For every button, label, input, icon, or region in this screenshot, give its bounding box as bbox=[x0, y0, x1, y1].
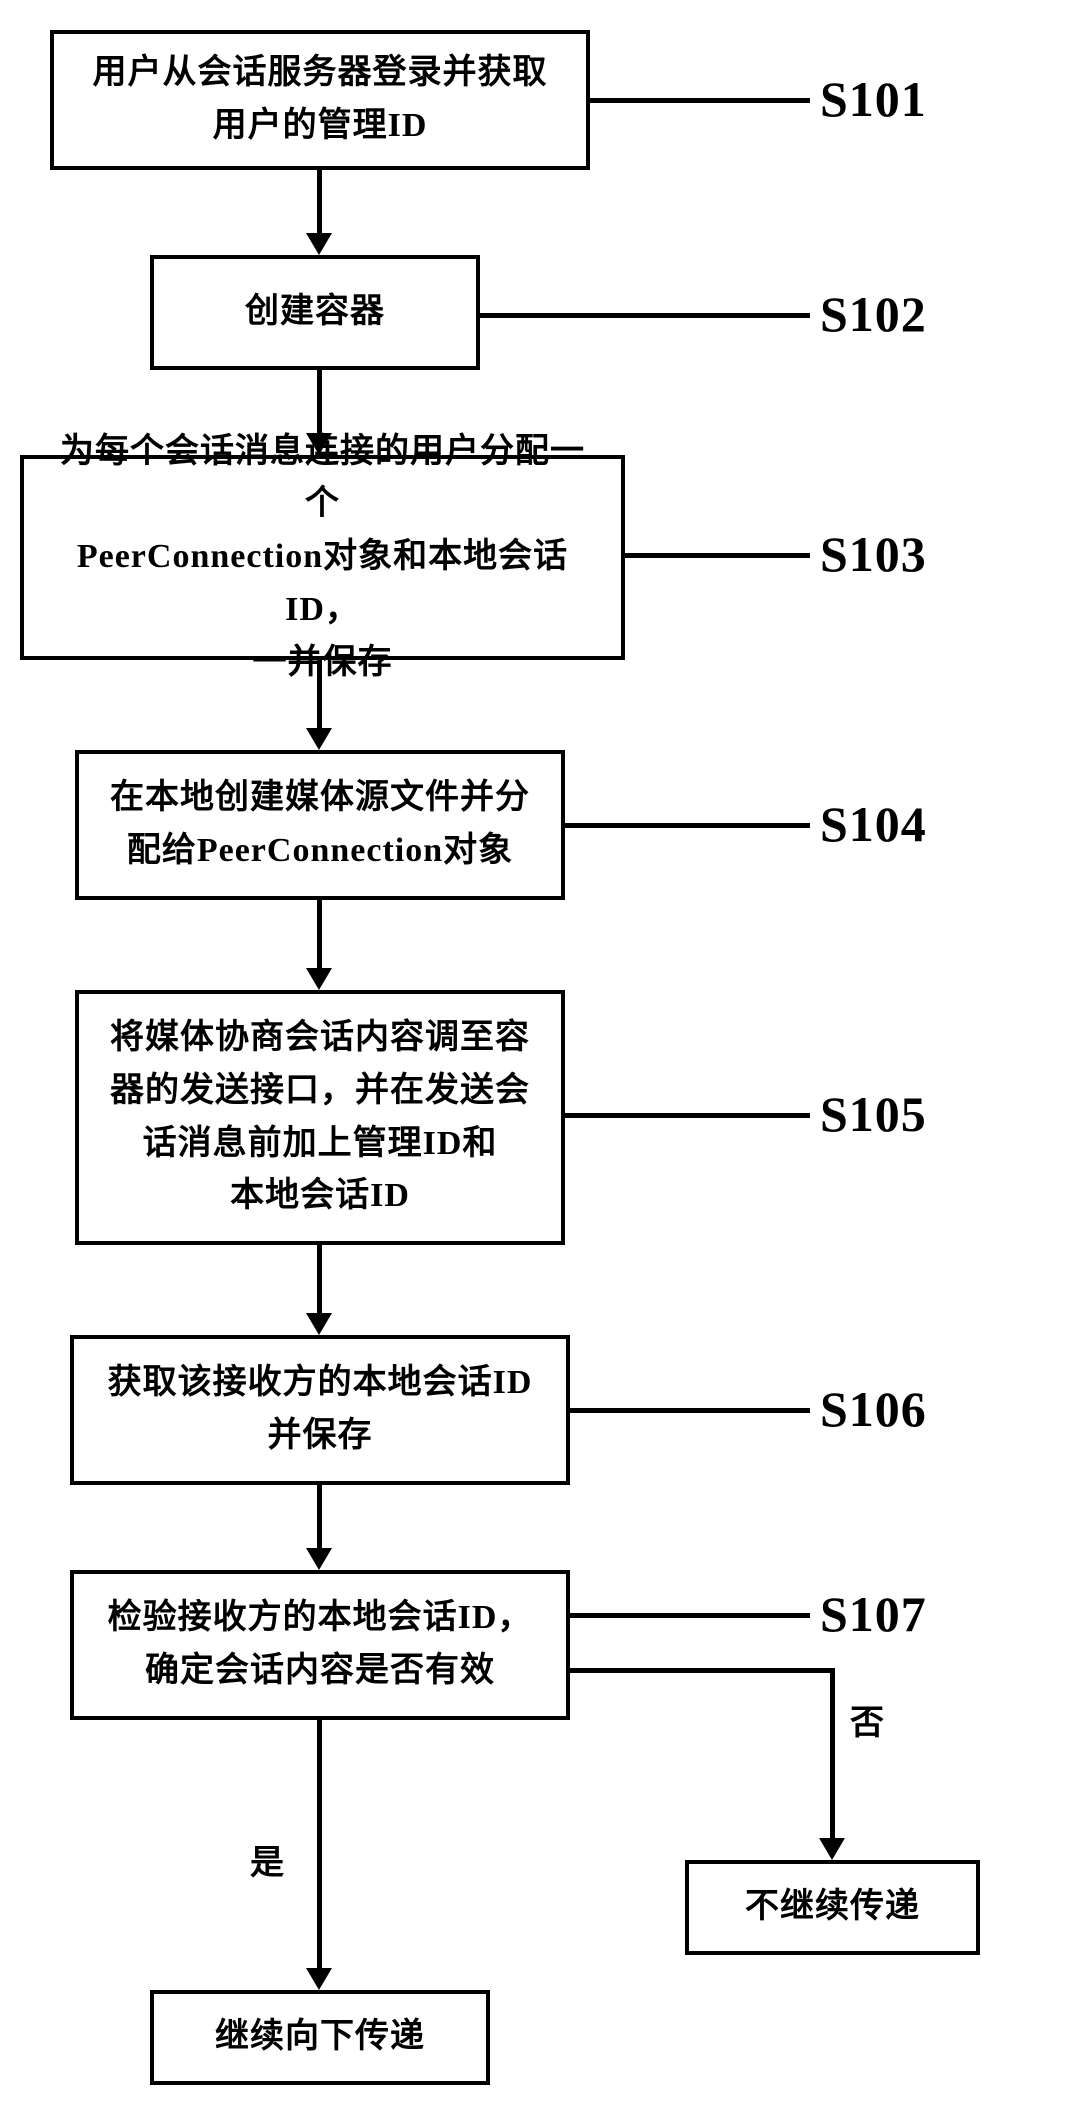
node-s104-text: 在本地创建媒体源文件并分配给PeerConnection对象 bbox=[110, 772, 530, 877]
connector-s106 bbox=[570, 1408, 810, 1413]
arrow-7-yes bbox=[317, 1720, 322, 1968]
connector-s101 bbox=[590, 98, 810, 103]
arrow-7-yes-head bbox=[306, 1968, 332, 1990]
node-s101-text: 用户从会话服务器登录并获取用户的管理ID bbox=[93, 47, 548, 152]
flowchart-root: 用户从会话服务器登录并获取用户的管理ID 创建容器 为每个会话消息连接的用户分配… bbox=[20, 30, 1045, 2087]
node-s101: 用户从会话服务器登录并获取用户的管理ID bbox=[50, 30, 590, 170]
node-s107: 检验接收方的本地会话ID，确定会话内容是否有效 bbox=[70, 1570, 570, 1720]
step-label-s106: S106 bbox=[820, 1380, 927, 1438]
edge-label-yes: 是 bbox=[250, 1835, 284, 1884]
node-yes-text: 继续向下传递 bbox=[215, 2011, 425, 2064]
arrow-2-3-head bbox=[306, 433, 332, 455]
connector-s104 bbox=[565, 823, 810, 828]
step-label-s102: S102 bbox=[820, 285, 927, 343]
node-yes: 继续向下传递 bbox=[150, 1990, 490, 2085]
arrow-5-6-head bbox=[306, 1313, 332, 1335]
node-s106: 获取该接收方的本地会话ID并保存 bbox=[70, 1335, 570, 1485]
node-s103: 为每个会话消息连接的用户分配一个PeerConnection对象和本地会话ID，… bbox=[20, 455, 625, 660]
edge-label-no: 否 bbox=[850, 1695, 884, 1744]
node-s106-text: 获取该接收方的本地会话ID并保存 bbox=[108, 1357, 533, 1462]
arrow-7-no-h bbox=[570, 1668, 830, 1673]
arrow-7-no-head bbox=[819, 1838, 845, 1860]
node-no: 不继续传递 bbox=[685, 1860, 980, 1955]
connector-s105 bbox=[565, 1113, 810, 1118]
node-s103-text: 为每个会话消息连接的用户分配一个PeerConnection对象和本地会话ID，… bbox=[48, 426, 597, 689]
node-s107-text: 检验接收方的本地会话ID，确定会话内容是否有效 bbox=[108, 1592, 533, 1697]
node-s105: 将媒体协商会话内容调至容器的发送接口，并在发送会话消息前加上管理ID和本地会话I… bbox=[75, 990, 565, 1245]
arrow-3-4-head bbox=[306, 728, 332, 750]
arrow-6-7 bbox=[317, 1485, 322, 1548]
step-label-s101: S101 bbox=[820, 70, 927, 128]
arrow-4-5 bbox=[317, 900, 322, 968]
arrow-6-7-head bbox=[306, 1548, 332, 1570]
arrow-1-2-head bbox=[306, 233, 332, 255]
node-no-text: 不继续传递 bbox=[745, 1881, 920, 1934]
step-label-s107: S107 bbox=[820, 1585, 927, 1643]
node-s104: 在本地创建媒体源文件并分配给PeerConnection对象 bbox=[75, 750, 565, 900]
arrow-4-5-head bbox=[306, 968, 332, 990]
arrow-2-3 bbox=[317, 370, 322, 433]
arrow-7-no-v bbox=[830, 1668, 835, 1838]
arrow-3-4 bbox=[317, 660, 322, 728]
arrow-1-2 bbox=[317, 170, 322, 233]
connector-s107 bbox=[570, 1613, 810, 1618]
node-s105-text: 将媒体协商会话内容调至容器的发送接口，并在发送会话消息前加上管理ID和本地会话I… bbox=[110, 1012, 530, 1223]
step-label-s104: S104 bbox=[820, 795, 927, 853]
node-s102: 创建容器 bbox=[150, 255, 480, 370]
step-label-s105: S105 bbox=[820, 1085, 927, 1143]
connector-s102 bbox=[480, 313, 810, 318]
step-label-s103: S103 bbox=[820, 525, 927, 583]
connector-s103 bbox=[625, 553, 810, 558]
arrow-5-6 bbox=[317, 1245, 322, 1313]
node-s102-text: 创建容器 bbox=[245, 286, 385, 339]
